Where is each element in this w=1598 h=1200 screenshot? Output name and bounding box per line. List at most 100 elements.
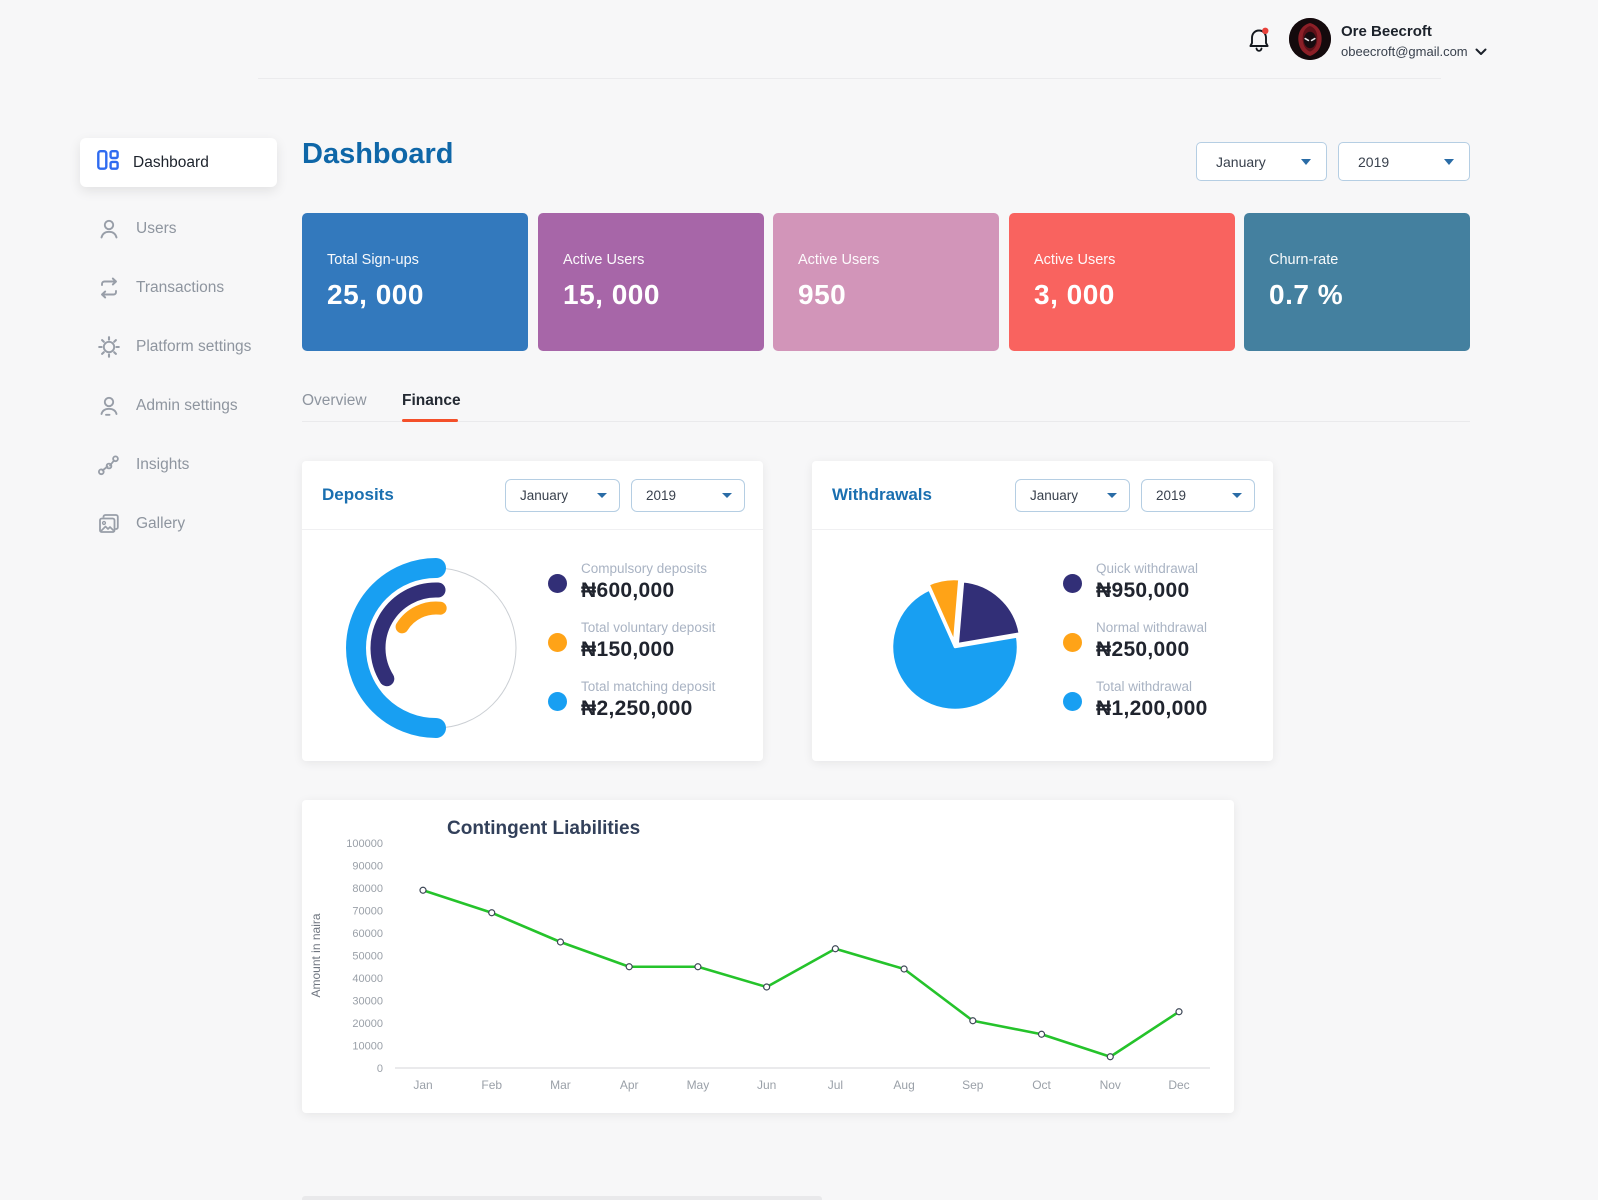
sidebar-item-label: Dashboard	[133, 153, 209, 171]
svg-text:40000: 40000	[352, 973, 383, 985]
svg-text:Jan: Jan	[413, 1078, 432, 1092]
sidebar-item-label: Users	[136, 220, 177, 237]
legend-value: ₦250,000	[1096, 638, 1190, 661]
legend-value: ₦950,000	[1096, 579, 1190, 602]
tabs-divider	[302, 421, 1470, 422]
withdrawals-pie-chart	[890, 577, 1022, 712]
tab-overview[interactable]: Overview	[302, 392, 367, 409]
stat-value: 0.7 %	[1269, 279, 1344, 310]
stat-card-active-users-1: Active Users 15, 000	[538, 213, 764, 351]
user-name: Ore Beecroft	[1341, 23, 1432, 40]
month-select-value: January	[1216, 153, 1266, 170]
sidebar-item-dashboard[interactable]: Dashboard	[80, 138, 277, 187]
sidebar-item-label: Gallery	[136, 515, 186, 532]
year-select-value: 2019	[1156, 487, 1187, 503]
legend-label: Total matching deposit	[581, 679, 716, 694]
account-menu[interactable]: obeecroft@gmail.com	[1341, 44, 1487, 59]
sidebar-item-gallery[interactable]: Gallery	[97, 509, 185, 539]
contingent-liabilities-card: Contingent Liabilities 0 10000 20000 30000 4…	[302, 800, 1234, 1113]
stat-value: 950	[798, 279, 847, 310]
legend-label: Compulsory deposits	[581, 561, 708, 576]
svg-text:Oct: Oct	[1032, 1078, 1051, 1092]
sidebar-item-insights[interactable]: Insights	[97, 450, 189, 480]
deposits-year-select[interactable]: 2019	[631, 478, 745, 512]
legend-dot	[548, 692, 567, 711]
sidebar-item-admin-settings[interactable]: Admin settings	[97, 391, 238, 421]
deposits-panel: Deposits January 2019 Compulsory deposit…	[302, 461, 763, 761]
notification-bell-icon[interactable]	[1247, 27, 1271, 54]
legend-value: ₦1,200,000	[1096, 697, 1208, 720]
user-email: obeecroft@gmail.com	[1341, 44, 1468, 59]
stat-value: 15, 000	[563, 279, 660, 310]
transactions-icon	[97, 277, 121, 299]
svg-text:60000: 60000	[352, 928, 383, 940]
legend-dot	[1063, 574, 1082, 593]
stat-card-active-users-3: Active Users 3, 000	[1009, 213, 1235, 351]
legend-label: Total withdrawal	[1096, 679, 1193, 694]
svg-text:70000: 70000	[352, 906, 383, 918]
sidebar-item-label: Platform settings	[136, 338, 252, 355]
chevron-down-icon	[1475, 48, 1487, 55]
contingent-liabilities-line-chart: 0 10000 20000 30000 40000 50000 60000 70000 8000…	[309, 838, 1210, 1092]
gear-icon	[97, 335, 121, 359]
withdrawals-year-select[interactable]: 2019	[1141, 478, 1255, 512]
legend-dot	[548, 574, 567, 593]
insights-icon	[97, 453, 121, 477]
sidebar-item-platform-settings[interactable]: Platform settings	[97, 332, 251, 362]
caret-down-icon	[1232, 492, 1242, 498]
svg-text:Mar: Mar	[550, 1078, 571, 1092]
legend-value: ₦2,250,000	[581, 697, 693, 720]
caret-down-icon	[1107, 492, 1117, 498]
admin-icon	[97, 394, 121, 418]
stat-value: 25, 000	[327, 279, 424, 310]
year-select[interactable]: 2019	[1338, 142, 1470, 181]
svg-text:Aug: Aug	[893, 1078, 914, 1092]
stat-card-total-signups: Total Sign-ups 25, 000	[302, 213, 528, 351]
avatar[interactable]	[1289, 18, 1331, 60]
gallery-icon	[97, 512, 121, 536]
next-card-top-edge	[302, 1196, 822, 1200]
svg-text:Jun: Jun	[757, 1078, 776, 1092]
legend-dot	[1063, 692, 1082, 711]
stat-card-active-users-2: Active Users 950	[773, 213, 999, 351]
month-select-value: January	[1030, 487, 1079, 503]
legend-item-matching-deposit: Total matching deposit ₦2,250,000	[548, 679, 715, 721]
svg-text:10000: 10000	[352, 1041, 383, 1053]
svg-text:Apr: Apr	[620, 1078, 639, 1092]
chart-title: Contingent Liabilities	[447, 818, 641, 839]
stat-value: 3, 000	[1034, 279, 1115, 310]
sidebar-item-label: Insights	[136, 456, 190, 473]
withdrawals-title: Withdrawals	[832, 485, 932, 504]
svg-text:Amount in naira: Amount in naira	[309, 913, 323, 997]
legend-item-voluntary-deposit: Total voluntary deposit ₦150,000	[548, 620, 715, 662]
withdrawals-month-select[interactable]: January	[1015, 478, 1130, 512]
svg-text:Dec: Dec	[1168, 1078, 1189, 1092]
tab-finance[interactable]: Finance	[402, 392, 461, 409]
legend-item-quick-withdrawal: Quick withdrawal ₦950,000	[1063, 561, 1198, 603]
sidebar-item-users[interactable]: Users	[97, 214, 176, 244]
svg-text:May: May	[687, 1078, 710, 1092]
legend-item-compulsory-deposits: Compulsory deposits ₦600,000	[548, 561, 707, 603]
svg-text:20000: 20000	[352, 1018, 383, 1030]
stat-label: Active Users	[563, 252, 645, 268]
sidebar-item-transactions[interactable]: Transactions	[97, 273, 224, 303]
sidebar-item-label: Transactions	[136, 279, 225, 296]
deposits-donut-chart	[346, 558, 517, 738]
svg-text:100000: 100000	[346, 838, 383, 850]
svg-text:80000: 80000	[352, 883, 383, 895]
deposits-month-select[interactable]: January	[505, 478, 620, 512]
deposits-title: Deposits	[322, 485, 394, 504]
month-select[interactable]: January	[1196, 142, 1327, 181]
stat-label: Active Users	[798, 252, 880, 268]
caret-down-icon	[1301, 158, 1311, 165]
withdrawals-panel: Withdrawals January 2019 Quick withdrawa…	[812, 461, 1273, 761]
legend-value: ₦600,000	[581, 579, 675, 602]
svg-text:Feb: Feb	[481, 1078, 502, 1092]
legend-label: Total voluntary deposit	[581, 620, 716, 635]
stat-card-churn-rate: Churn-rate 0.7 %	[1244, 213, 1470, 351]
legend-dot	[1063, 633, 1082, 652]
dashboard-icon	[97, 150, 119, 175]
legend-value: ₦150,000	[581, 638, 675, 661]
users-icon	[97, 217, 121, 241]
svg-text:Jul: Jul	[828, 1078, 843, 1092]
